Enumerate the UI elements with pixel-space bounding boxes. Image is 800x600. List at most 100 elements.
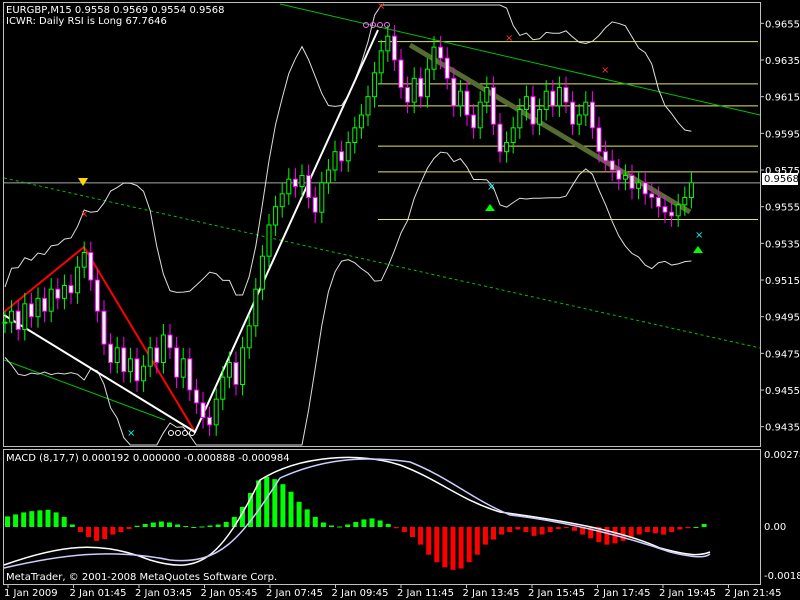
candle-body bbox=[405, 87, 411, 103]
candle-body bbox=[550, 90, 556, 107]
candle-body bbox=[517, 109, 523, 129]
magenta-circle-marker bbox=[370, 22, 376, 28]
macd-histogram-bar bbox=[596, 527, 602, 543]
macd-histogram-bar bbox=[94, 527, 100, 541]
time-tick-label: 2 Jan 17:45 bbox=[594, 588, 651, 599]
macd-histogram-bar bbox=[669, 527, 675, 533]
macd-histogram-bar bbox=[13, 514, 19, 527]
candle-body bbox=[213, 398, 219, 426]
candle-body bbox=[141, 365, 147, 382]
channel-band bbox=[408, 42, 692, 215]
macd-histogram-bar bbox=[491, 527, 496, 540]
macd-histogram-bar bbox=[693, 527, 699, 528]
candle-body bbox=[154, 347, 160, 364]
current-price-box bbox=[762, 173, 798, 185]
cyan-x-marker: × bbox=[127, 428, 135, 439]
candle-body bbox=[570, 101, 576, 125]
candle-body bbox=[464, 90, 470, 116]
candle-body bbox=[682, 197, 688, 206]
candle-body bbox=[530, 96, 536, 125]
candle-body bbox=[233, 362, 239, 385]
lower-trend-line bbox=[3, 359, 166, 421]
macd-histogram-bar bbox=[37, 510, 43, 527]
candle-body bbox=[622, 175, 628, 180]
candle-body bbox=[675, 204, 681, 217]
lower-band bbox=[4, 151, 692, 446]
candle-body bbox=[299, 175, 305, 187]
macd-histogram-bar bbox=[588, 527, 594, 539]
macd-histogram-bar bbox=[288, 491, 294, 527]
macd-histogram-bar bbox=[21, 512, 27, 527]
candle-body bbox=[35, 297, 41, 318]
candle-body bbox=[497, 123, 503, 153]
macd-histogram-bar bbox=[215, 524, 221, 527]
macd-histogram-bar bbox=[385, 523, 391, 527]
price-tick-label: 0.9515 bbox=[765, 276, 800, 287]
macd-histogram-bar bbox=[523, 527, 529, 533]
macd-histogram-bar bbox=[628, 527, 634, 538]
candle-body bbox=[609, 160, 615, 171]
price-axis: 0.9655 0.9635 0.9615 0.9595 0.9575 0.9555 0.95… bbox=[760, 19, 800, 434]
symbol-header: EURGBP,M15 0.9558 0.9569 0.9554 0.9568 bbox=[6, 5, 224, 16]
macd-histogram-bar bbox=[482, 527, 488, 545]
macd-histogram-bar bbox=[434, 527, 440, 563]
candle-body bbox=[207, 417, 213, 426]
macd-histogram-bar bbox=[555, 527, 561, 530]
macd-histogram-bar bbox=[361, 519, 367, 527]
candle-body bbox=[180, 358, 186, 378]
candle-body bbox=[345, 142, 351, 162]
macd-histogram-bar bbox=[150, 522, 156, 527]
red-x-marker: × bbox=[80, 209, 88, 220]
copyright-footer: MetaTrader, © 2001-2008 MetaQuotes Softw… bbox=[6, 572, 277, 583]
red-x-marker: × bbox=[505, 33, 513, 44]
macd-histogram-bar bbox=[466, 527, 472, 563]
macd-histogram-bar bbox=[175, 524, 181, 527]
macd-histogram-bar bbox=[126, 527, 132, 530]
price-tick-label: 0.9435 bbox=[765, 423, 800, 434]
macd-histogram-bar bbox=[69, 524, 75, 527]
macd-frame bbox=[3, 449, 761, 585]
indicator-header: ICWR: Daily RSI is Long 67.7646 bbox=[6, 16, 167, 27]
candle-body bbox=[240, 347, 246, 386]
candle-body bbox=[457, 90, 463, 107]
macd-histogram-bar bbox=[572, 527, 577, 531]
candle-body bbox=[42, 297, 48, 312]
candle-body bbox=[543, 90, 549, 110]
macd-histogram-bar bbox=[296, 501, 302, 527]
cyan-x-marker: × bbox=[695, 230, 703, 241]
candle-body bbox=[114, 347, 120, 364]
candle-body bbox=[9, 310, 15, 323]
candle-body bbox=[596, 127, 602, 153]
candle-body bbox=[576, 114, 582, 125]
time-tick-label: 2 Jan 09:45 bbox=[332, 588, 389, 599]
macd-histogram-bar bbox=[393, 527, 399, 529]
price-tick-label: 0.9595 bbox=[765, 129, 800, 140]
candle-body bbox=[556, 87, 562, 107]
macd-histogram-bar bbox=[531, 527, 537, 536]
candle-body bbox=[372, 72, 378, 98]
green-up-arrow bbox=[485, 204, 495, 211]
macd-histogram-bar bbox=[401, 527, 407, 533]
macd-tick-bottom: -0.00188 bbox=[764, 571, 800, 582]
candle-body bbox=[431, 46, 437, 70]
candle-body bbox=[68, 285, 74, 294]
price-tick-label: 0.9655 bbox=[765, 19, 800, 30]
macd-histogram-bar bbox=[86, 527, 91, 538]
macd-tick-zero: 0.00 bbox=[764, 522, 786, 533]
macd-histogram-bar bbox=[191, 527, 197, 528]
macd-histogram-bar bbox=[685, 527, 691, 529]
macd-histogram-bar bbox=[29, 511, 35, 527]
time-tick-label: 2 Jan 01:45 bbox=[70, 588, 127, 599]
candle-body bbox=[273, 206, 279, 226]
price-tick-label: 0.9555 bbox=[765, 203, 800, 214]
candle-body bbox=[2, 321, 8, 324]
macd-histogram-bar bbox=[515, 527, 521, 530]
candle-body bbox=[134, 358, 140, 382]
candle-body bbox=[94, 279, 100, 312]
macd-histogram-bar bbox=[280, 484, 286, 527]
candle-body bbox=[167, 334, 173, 349]
macd-histogram-bar bbox=[337, 526, 343, 528]
macd-histogram-bar bbox=[207, 525, 213, 527]
candle-body bbox=[365, 96, 371, 116]
candle-body bbox=[688, 182, 694, 198]
